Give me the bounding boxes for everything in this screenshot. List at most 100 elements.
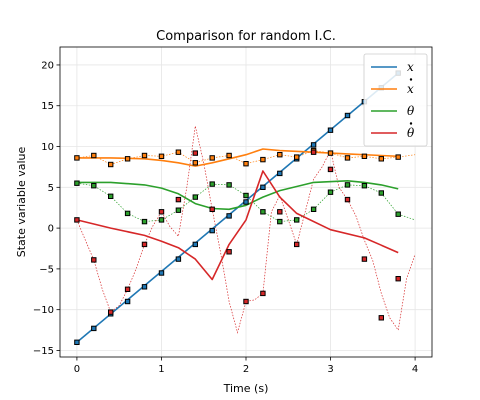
axis-ticks: 0 1 2 3 4 −15 −10 −5 0 5 10 15 20: [33, 60, 418, 375]
y-tick-label: 5: [48, 183, 54, 194]
x_dot-sample-point: [277, 152, 283, 158]
theta_dot-sample-point: [124, 286, 131, 293]
x_dot-legend-label: x: [407, 82, 414, 96]
y-tick-label: −15: [33, 346, 54, 357]
theta_dot-sample-point: [243, 298, 249, 305]
theta-sample-point: [74, 180, 80, 186]
theta_dot-sample-point: [108, 309, 114, 315]
x-legend-label: x: [407, 60, 414, 74]
theta-sample-point: [294, 217, 300, 223]
theta_dot-sample-point: [209, 206, 215, 213]
x_dot-sample-point: [192, 160, 199, 166]
x-sample-point: [141, 284, 148, 290]
theta-sample-point: [277, 218, 283, 225]
x-sample-point: [175, 256, 182, 262]
x-sample-point: [344, 112, 351, 119]
theta_dot-sample-point: [327, 166, 334, 173]
theta-sample-point: [108, 193, 114, 200]
theta-line: [76, 180, 399, 211]
x-sample-point: [243, 199, 249, 205]
x-sample-point: [327, 127, 334, 133]
theta-sample-point: [378, 190, 385, 196]
x_dot-sample-point: [74, 155, 80, 161]
theta_dot-sample-point: [192, 150, 199, 156]
x-sample-point: [226, 213, 232, 219]
x_dot-sample-point: [124, 156, 131, 162]
y-tick-label: 10: [41, 142, 54, 153]
x-sample-point: [74, 339, 80, 346]
theta-sample-point: [91, 183, 97, 189]
theta-sample-point: [260, 209, 266, 215]
theta-sample-point: [361, 183, 368, 189]
x_dot-reference-curve: [76, 150, 416, 165]
x_dot-sample-point: [91, 152, 97, 159]
x-sample-point: [124, 298, 131, 305]
theta-sample-point: [344, 182, 351, 188]
theta_dot-sample-point: [175, 196, 182, 203]
x_dot-sample-point: [378, 156, 385, 162]
theta_dot-sample-point: [344, 196, 351, 203]
chart-title: Comparison for random I.C.: [156, 29, 336, 44]
theta-sample-point: [395, 211, 401, 217]
x_dot-line: [76, 148, 399, 167]
x-tick-label: 3: [327, 364, 333, 375]
theta_dot-sample-point: [395, 276, 401, 282]
x_dot-sample-point: [344, 155, 351, 161]
x_dot-sample-point: [141, 152, 148, 159]
x_dot-sample-point: [108, 161, 114, 168]
theta_dot-sample-point: [294, 241, 300, 248]
theta_dot-sample-point: [361, 256, 368, 262]
x_dot-legend-dot-accent: [409, 78, 413, 81]
y-tick-label: 0: [48, 224, 54, 235]
theta_dot-line: [76, 170, 399, 281]
theta_dot-sample-point: [277, 209, 283, 215]
theta-sample-point: [141, 218, 148, 225]
x-sample-point: [310, 142, 317, 148]
x-tick-label: 1: [158, 364, 164, 375]
x_dot-sample-point: [294, 154, 300, 160]
theta_dot-sample-point: [260, 290, 266, 297]
x-sample-point: [158, 270, 165, 276]
theta_dot-sample-point: [310, 149, 317, 155]
theta-sample-point: [158, 217, 165, 223]
theta-sample-point: [192, 194, 199, 200]
y-tick-label: 15: [41, 101, 54, 112]
x-sample-point: [192, 241, 199, 248]
theta_dot-sample-point: [378, 315, 385, 321]
x_dot-sample-point: [327, 150, 334, 156]
x-sample-point: [209, 227, 215, 234]
x-sample-point: [260, 184, 266, 191]
theta_dot-sample-point: [158, 209, 165, 215]
theta-sample-point: [209, 181, 215, 187]
theta_dot-sample-point: [141, 241, 148, 248]
x-tick-label: 0: [74, 364, 80, 375]
theta_dot-legend-label: θ: [407, 126, 415, 140]
x_dot-sample-point: [361, 153, 368, 160]
theta-legend-label: θ: [407, 104, 415, 118]
theta-sample-point: [175, 207, 182, 213]
theta-sample-point: [243, 192, 249, 199]
x_dot-sample-point: [395, 154, 401, 160]
theta_dot-sample-point: [74, 217, 80, 223]
x-tick-label: 2: [243, 364, 249, 375]
y-tick-label: −10: [33, 305, 54, 316]
theta_dot-reference-curve: [76, 126, 416, 334]
sample-markers: [74, 70, 401, 346]
x_dot-sample-point: [209, 155, 215, 161]
theta-sample-point: [310, 206, 317, 213]
x-sample-point: [277, 170, 283, 177]
x_dot-sample-point: [243, 161, 249, 167]
x_dot-sample-point: [226, 152, 232, 159]
theta-sample-point: [226, 182, 232, 188]
theta-sample-point: [124, 210, 131, 217]
theta-sample-point: [327, 189, 334, 195]
y-tick-label: 20: [41, 60, 54, 71]
theta_dot-legend-dot-accent: [409, 122, 413, 125]
x_dot-sample-point: [260, 156, 266, 163]
x_dot-sample-point: [158, 153, 165, 160]
series-lines: [76, 72, 399, 343]
theta_dot-sample-point: [226, 249, 232, 255]
x-axis-label: Time (s): [223, 382, 269, 395]
